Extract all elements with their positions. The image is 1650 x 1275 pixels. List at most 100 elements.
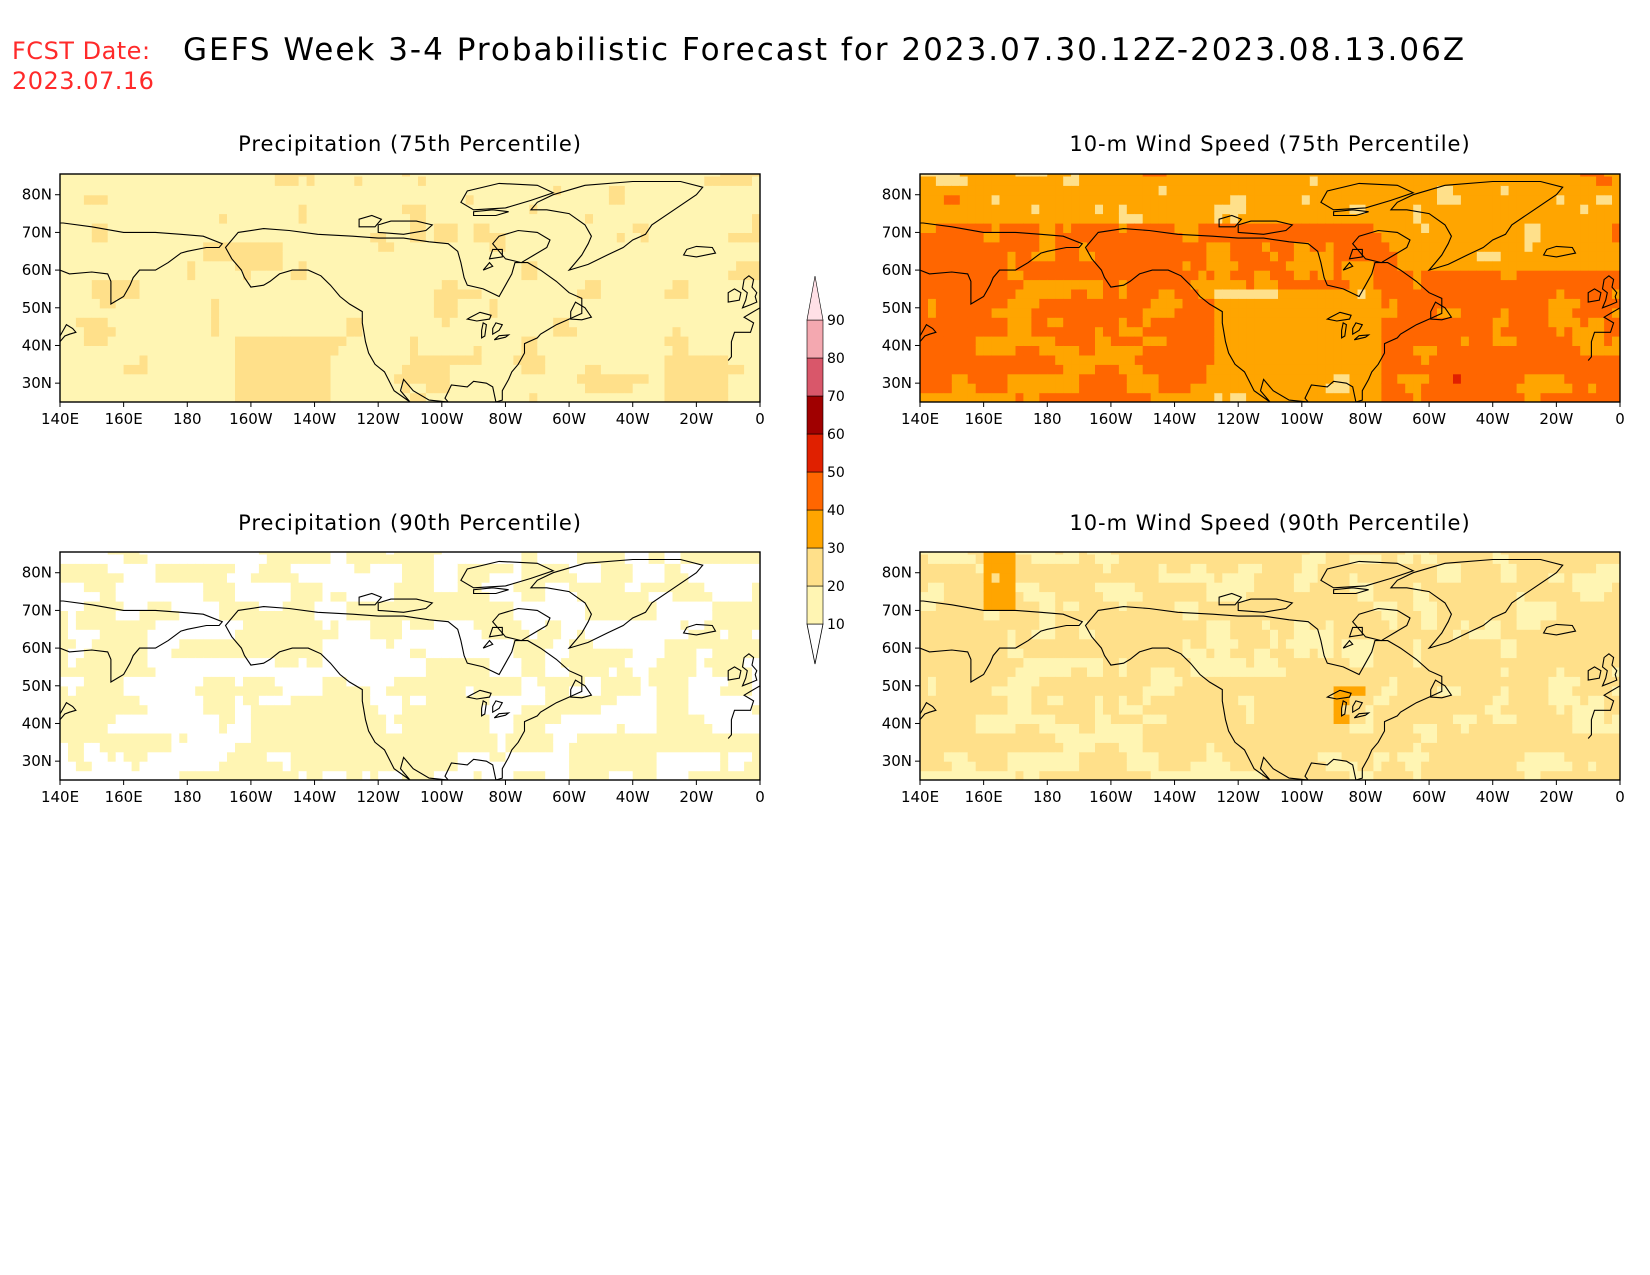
colorbar-label: 50 [827, 465, 845, 481]
coastlines [60, 558, 760, 780]
lon-tick-label: 0 [1615, 410, 1625, 428]
forecast-date-value: 2023.07.16 [12, 67, 155, 95]
lon-tick-label: 40W [1476, 788, 1510, 806]
lon-tick-label: 0 [755, 788, 765, 806]
colorbar-segment [806, 395, 824, 435]
map-frame [59, 173, 761, 403]
lon-tick-label: 40W [616, 410, 650, 428]
lat-tick-label: 60N [882, 261, 912, 279]
colorbar-label: 80 [827, 351, 845, 367]
lat-tick-label: 80N [882, 186, 912, 204]
lon-tick-label: 20W [1539, 410, 1573, 428]
lon-tick-label: 120W [356, 788, 400, 806]
lon-tick-label: 140W [1153, 788, 1197, 806]
panel-title-wind-75: 10-m Wind Speed (75th Percentile) [1069, 132, 1471, 156]
lon-tick-label: 80W [488, 410, 522, 428]
lat-tick-label: 50N [882, 677, 912, 695]
lon-tick-label: 160E [105, 410, 143, 428]
lon-tick-label: 20W [679, 410, 713, 428]
lon-tick-label: 60W [552, 788, 586, 806]
lat-tick-label: 50N [22, 677, 52, 695]
colorbar-segment [806, 319, 824, 359]
lon-tick-label: 100W [1280, 410, 1324, 428]
lat-tick-label: 70N [882, 601, 912, 619]
lon-tick-label: 180 [173, 410, 202, 428]
colorbar-upper-arrow [806, 275, 824, 321]
lon-tick-label: 20W [1539, 788, 1573, 806]
lon-tick-label: 140W [293, 410, 337, 428]
probability-field [920, 552, 1620, 780]
colorbar-label: 90 [827, 313, 845, 329]
lon-tick-label: 100W [1280, 788, 1324, 806]
lon-tick-label: 160W [1089, 410, 1133, 428]
panel-title-wind-90: 10-m Wind Speed (90th Percentile) [1069, 511, 1471, 535]
lat-tick-label: 60N [22, 261, 52, 279]
probability-field [60, 552, 760, 780]
colorbar-segment [806, 433, 824, 473]
lon-tick-label: 140E [901, 410, 939, 428]
lat-tick-label: 80N [882, 564, 912, 582]
lon-tick-label: 120W [1216, 788, 1260, 806]
lon-tick-label: 40W [1476, 410, 1510, 428]
lat-tick-label: 50N [22, 299, 52, 317]
page-title: GEFS Week 3-4 Probabilistic Forecast for… [183, 32, 1467, 68]
lat-tick-label: 70N [22, 223, 52, 241]
lon-tick-label: 80W [1348, 410, 1382, 428]
lat-tick-label: 40N [882, 336, 912, 354]
lon-tick-label: 0 [755, 410, 765, 428]
lon-tick-label: 140E [41, 410, 79, 428]
colorbar: 10 20 30 40 50 60 70 80 90 [795, 268, 865, 692]
colorbar-label: 10 [827, 617, 845, 633]
lon-tick-label: 60W [1412, 788, 1446, 806]
lat-tick-label: 60N [882, 639, 912, 657]
lon-tick-label: 140W [293, 788, 337, 806]
lon-tick-label: 60W [1412, 410, 1446, 428]
lon-tick-label: 160W [1089, 788, 1133, 806]
lat-tick-label: 40N [882, 714, 912, 732]
map-frame [919, 173, 1621, 403]
colorbar-label: 70 [827, 389, 845, 405]
lat-tick-label: 70N [882, 223, 912, 241]
lat-tick-label: 50N [882, 299, 912, 317]
map-precip-90: 140E 160E 180 160W 140W 120W 100W 80W 60W 40W 20W 0… [0, 546, 775, 816]
lat-tick-label: 30N [882, 374, 912, 392]
lat-tick-label: 80N [22, 564, 52, 582]
lon-tick-label: 100W [420, 410, 464, 428]
coastlines [920, 558, 1620, 780]
colorbar-label: 60 [827, 427, 845, 443]
lon-tick-label: 180 [1033, 410, 1062, 428]
panel-title-precip-75: Precipitation (75th Percentile) [238, 132, 582, 156]
lat-tick-label: 80N [22, 186, 52, 204]
lon-tick-label: 20W [679, 788, 713, 806]
lon-tick-label: 160E [965, 788, 1003, 806]
map-frame [919, 551, 1621, 781]
lat-tick-label: 60N [22, 639, 52, 657]
colorbar-segment [806, 471, 824, 511]
lon-tick-label: 140E [901, 788, 939, 806]
colorbar-label: 30 [827, 541, 845, 557]
colorbar-label: 20 [827, 579, 845, 595]
lon-tick-label: 120W [356, 410, 400, 428]
lat-tick-label: 70N [22, 601, 52, 619]
map-wind-75: 140E 160E 180 160W 140W 120W 100W 80W 60W 40W 20W 0… [860, 168, 1635, 438]
lat-tick-label: 40N [22, 336, 52, 354]
lon-tick-label: 120W [1216, 410, 1260, 428]
lon-tick-label: 160E [105, 788, 143, 806]
probability-field [920, 174, 1620, 402]
colorbar-segment [806, 357, 824, 397]
colorbar-label: 40 [827, 503, 845, 519]
colorbar-segment [806, 585, 824, 625]
probability-field [60, 174, 760, 402]
colorbar-segment [806, 509, 824, 549]
lon-tick-label: 160W [229, 410, 273, 428]
map-frame [59, 551, 761, 781]
lon-tick-label: 140W [1153, 410, 1197, 428]
lat-tick-label: 40N [22, 714, 52, 732]
map-precip-75: 140E 160E 180 160W 140W 120W 100W 80W 60W 40W 20W 0… [0, 168, 775, 438]
lon-tick-label: 60W [552, 410, 586, 428]
colorbar-segment [806, 547, 824, 587]
lon-tick-label: 160W [229, 788, 273, 806]
coastlines [920, 180, 1620, 402]
forecast-date-block: FCST Date: 2023.07.16 [12, 36, 154, 96]
lon-tick-label: 0 [1615, 788, 1625, 806]
